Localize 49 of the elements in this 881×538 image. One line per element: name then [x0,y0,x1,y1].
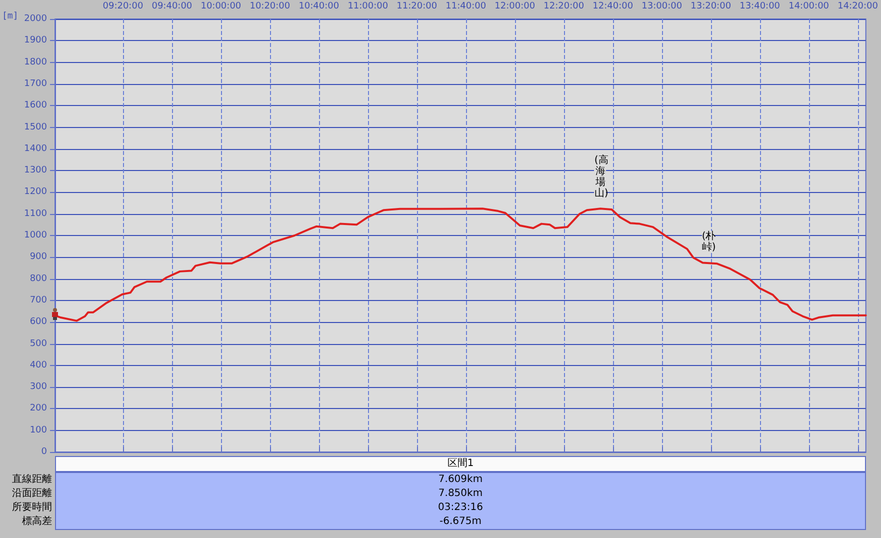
text: 標高差 [22,515,52,529]
y-tick-label: 1500 [24,122,48,132]
y-tick-label: 1300 [24,166,48,176]
annotation: (朴峠) [702,230,716,253]
y-tick-label: 1800 [24,57,48,68]
y-tick-label: 2000 [24,14,48,24]
y-tick-label: 1700 [24,78,48,89]
text: -6.675m [438,515,482,529]
x-tick-label: 14:00:00 [788,2,830,12]
y-tick-label: 600 [30,317,48,328]
y-tick-label: 1000 [24,230,48,240]
y-tick-label: 1400 [24,144,48,154]
text: 直線距離 [12,473,52,487]
text: 沿面距離 [12,487,52,501]
y-tick-label: 200 [30,404,48,414]
y-tick-label: 400 [30,360,48,370]
y-tick-label: 0 [41,447,48,457]
y-axis-title: [m] [2,12,18,22]
y-tick-label: 1200 [24,187,48,198]
text: 所要時間 [12,501,52,515]
x-tick-label: 13:40:00 [740,2,780,12]
text: 03:23:16 [437,501,484,515]
x-tick-label: 13:00:00 [642,2,682,12]
y-tick-label: 800 [30,274,48,284]
text: 7.850km [437,487,484,501]
x-tick-label: 11:00:00 [348,2,388,12]
x-tick-label: 11:40:00 [446,2,486,12]
annotation: (高海場山) [594,154,608,199]
y-tick-label: 900 [30,252,48,262]
x-tick-label: 10:20:00 [250,2,290,12]
x-tick-label: 14:20:00 [838,2,878,12]
x-tick-label: 12:00:00 [494,2,536,12]
x-tick-label: 13:20:00 [690,2,732,12]
y-tick-label: 500 [30,338,48,349]
text: 7.609km [437,473,484,487]
x-tick-label: 09:20:00 [102,2,144,12]
y-tick-label: 1100 [24,208,48,219]
text: 区間1 [55,456,866,472]
y-tick-label: 700 [30,295,48,306]
x-tick-label: 10:00:00 [200,2,242,12]
y-tick-label: 1600 [24,100,48,111]
x-tick-label: 09:40:00 [152,2,192,12]
x-tick-label: 10:40:00 [298,2,340,12]
y-tick-label: 300 [30,382,48,392]
x-tick-label: 12:40:00 [592,2,634,12]
y-tick-label: 1900 [24,36,48,46]
x-tick-label: 11:20:00 [396,2,438,12]
x-tick-label: 12:20:00 [544,2,584,12]
y-tick-label: 100 [30,425,48,436]
